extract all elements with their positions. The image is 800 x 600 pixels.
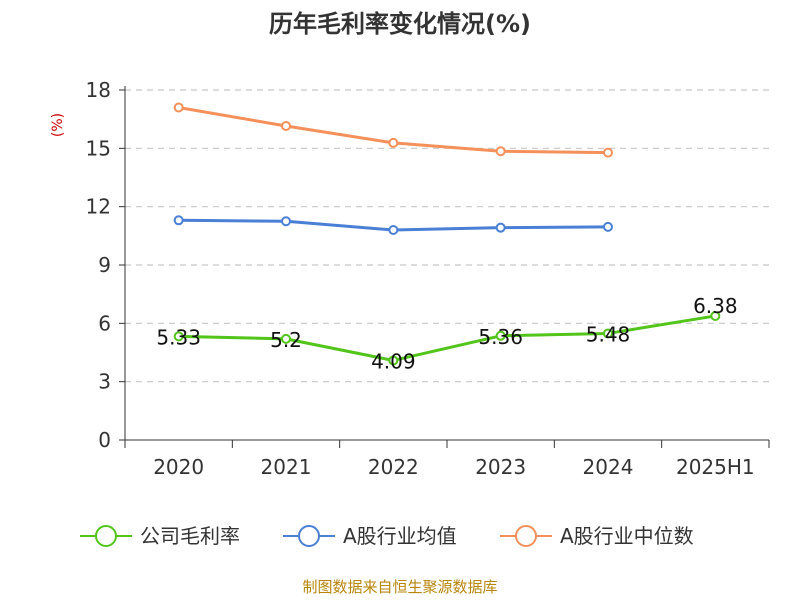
y-tick-label: 12 xyxy=(86,195,111,219)
x-tick-label: 2025H1 xyxy=(676,455,755,479)
x-tick-label: 2020 xyxy=(153,455,204,479)
data-point xyxy=(603,328,613,339)
data-point xyxy=(495,146,506,157)
legend-marker xyxy=(515,525,537,547)
data-point xyxy=(710,310,721,321)
data-label: 5.2 xyxy=(270,328,302,352)
legend-label: A股行业均值 xyxy=(343,524,457,548)
source-note: 制图数据来自恒生聚源数据库 xyxy=(302,578,497,596)
y-tick-label: 15 xyxy=(86,136,111,160)
y-tick-label: 18 xyxy=(86,78,111,102)
series-line xyxy=(178,314,716,362)
chart-title: 历年毛利率变化情况(%) xyxy=(269,10,531,38)
y-axis-unit-label: (%) xyxy=(50,113,66,137)
data-point xyxy=(388,225,399,235)
series-layer xyxy=(173,102,721,366)
data-label: 4.09 xyxy=(371,349,416,373)
x-tick-label: 2022 xyxy=(368,455,419,479)
data-label: 5.48 xyxy=(586,322,631,346)
data-point xyxy=(603,221,613,232)
y-tick-label: 9 xyxy=(98,253,111,277)
legend-label: 公司毛利率 xyxy=(140,524,240,548)
tick-labels: 0 3 6 9 12 15 18 2020 2021 2022 2023 2024 2025H1 xyxy=(86,78,755,479)
legend-label: A股行业中位数 xyxy=(560,524,694,548)
x-tick-label: 2023 xyxy=(475,455,526,479)
data-label: 5.36 xyxy=(478,325,523,349)
data-point xyxy=(281,216,291,227)
y-tick-label: 3 xyxy=(98,370,111,394)
data-point xyxy=(495,330,506,341)
data-labels: 5.33 5.2 4.09 5.36 5.48 6.38 xyxy=(156,294,737,374)
data-point xyxy=(173,215,184,226)
data-point xyxy=(388,137,399,148)
data-label: 6.38 xyxy=(693,294,738,318)
legend-marker xyxy=(95,525,117,547)
data-point xyxy=(603,147,613,158)
legend-marker xyxy=(298,525,320,547)
data-point xyxy=(388,355,399,366)
x-tick-label: 2024 xyxy=(583,455,634,479)
data-point xyxy=(173,102,184,113)
legend: 公司毛利率 A股行业均值 A股行业中位数 xyxy=(80,524,694,548)
axes xyxy=(119,86,770,448)
data-point xyxy=(281,120,291,131)
y-tick-label: 0 xyxy=(98,428,111,452)
data-point xyxy=(173,331,184,342)
data-point xyxy=(281,333,291,344)
data-label: 5.33 xyxy=(156,325,201,349)
x-tick-label: 2021 xyxy=(261,455,312,479)
data-point xyxy=(495,222,506,233)
y-tick-label: 6 xyxy=(98,311,111,335)
